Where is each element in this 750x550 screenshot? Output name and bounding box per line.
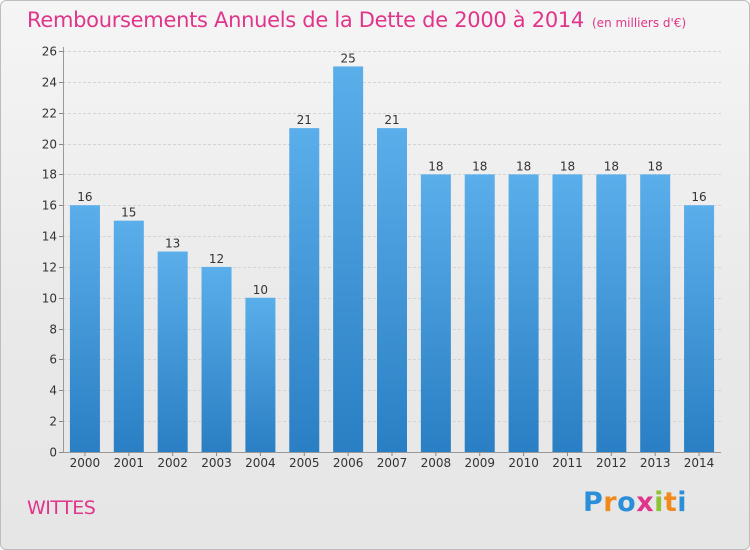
x-tick-label: 2001 [114, 456, 145, 470]
logo-letter: P [583, 487, 604, 518]
y-tick-label: 4 [49, 384, 57, 398]
y-tick-label: 12 [42, 261, 57, 275]
bar [157, 251, 188, 452]
y-tick-label: 20 [42, 138, 57, 152]
x-tick-label: 2000 [70, 456, 101, 470]
data-label: 18 [428, 159, 443, 173]
data-label: 12 [209, 252, 224, 266]
data-label: 16 [77, 190, 92, 204]
bar [640, 174, 671, 452]
logo-letter: r [603, 487, 618, 518]
x-tick-label: 2008 [421, 456, 452, 470]
x-tick-label: 2005 [289, 456, 320, 470]
data-label: 18 [648, 159, 663, 173]
x-tick-label: 2006 [333, 456, 364, 470]
x-tick-label: 2012 [596, 456, 627, 470]
x-tick-label: 2004 [245, 456, 276, 470]
x-tick-label: 2003 [201, 456, 232, 470]
bar [420, 174, 451, 452]
data-label: 21 [384, 113, 399, 127]
data-label: 18 [604, 159, 619, 173]
chart-title-text: Remboursements Annuels de la Dette de 20… [27, 8, 584, 32]
y-tick-label: 26 [42, 45, 57, 59]
y-tick-label: 0 [49, 446, 57, 460]
y-tick-label: 24 [42, 76, 57, 90]
bar [464, 174, 495, 452]
bar [69, 205, 100, 452]
commune-name: WITTES [27, 497, 96, 519]
bar [333, 66, 364, 452]
x-tick-label: 2011 [552, 456, 583, 470]
y-tick-label: 14 [42, 230, 57, 244]
bar [596, 174, 627, 452]
data-label: 18 [472, 159, 487, 173]
logo-letter: o [617, 487, 637, 518]
bars [69, 66, 715, 452]
bar [289, 128, 320, 452]
data-label: 15 [121, 206, 136, 220]
data-label: 21 [297, 113, 312, 127]
y-tick-label: 22 [42, 107, 57, 121]
chart-title: Remboursements Annuels de la Dette de 20… [27, 8, 686, 32]
data-label: 25 [340, 51, 355, 65]
bar [245, 297, 276, 452]
logo-letter: i [654, 487, 664, 518]
data-label: 18 [560, 159, 575, 173]
y-tick-label: 2 [49, 415, 57, 429]
bar [684, 205, 715, 452]
bar [508, 174, 539, 452]
bar [552, 174, 583, 452]
x-tick-label: 2014 [684, 456, 715, 470]
logo-letter: t [663, 487, 678, 518]
y-tick-label: 16 [42, 199, 57, 213]
data-label: 16 [691, 190, 706, 204]
data-label: 13 [165, 237, 180, 251]
y-tick-label: 6 [49, 353, 57, 367]
data-labels: 16 15 13 12 10 21 25 21 18 18 18 18 18 18 16 [77, 51, 706, 296]
proxiti-logo: Proxiti [583, 487, 687, 518]
bar [201, 266, 232, 452]
bar [377, 128, 407, 452]
x-tick-label: 2010 [508, 456, 539, 470]
logo-letter: i [677, 487, 688, 518]
logo-letter: x [636, 487, 655, 518]
x-tick-label: 2002 [157, 456, 188, 470]
y-tick-label: 10 [42, 292, 57, 306]
chart-subtitle: (en milliers d'€) [592, 16, 687, 30]
y-tick-label: 18 [42, 168, 57, 182]
data-label: 18 [516, 159, 531, 173]
y-tick-label: 8 [49, 323, 57, 337]
x-tick-label: 2009 [464, 456, 495, 470]
x-tick-label: 2013 [640, 456, 671, 470]
bar [113, 220, 144, 452]
data-label: 10 [253, 283, 268, 297]
x-tick-label: 2007 [377, 456, 408, 470]
